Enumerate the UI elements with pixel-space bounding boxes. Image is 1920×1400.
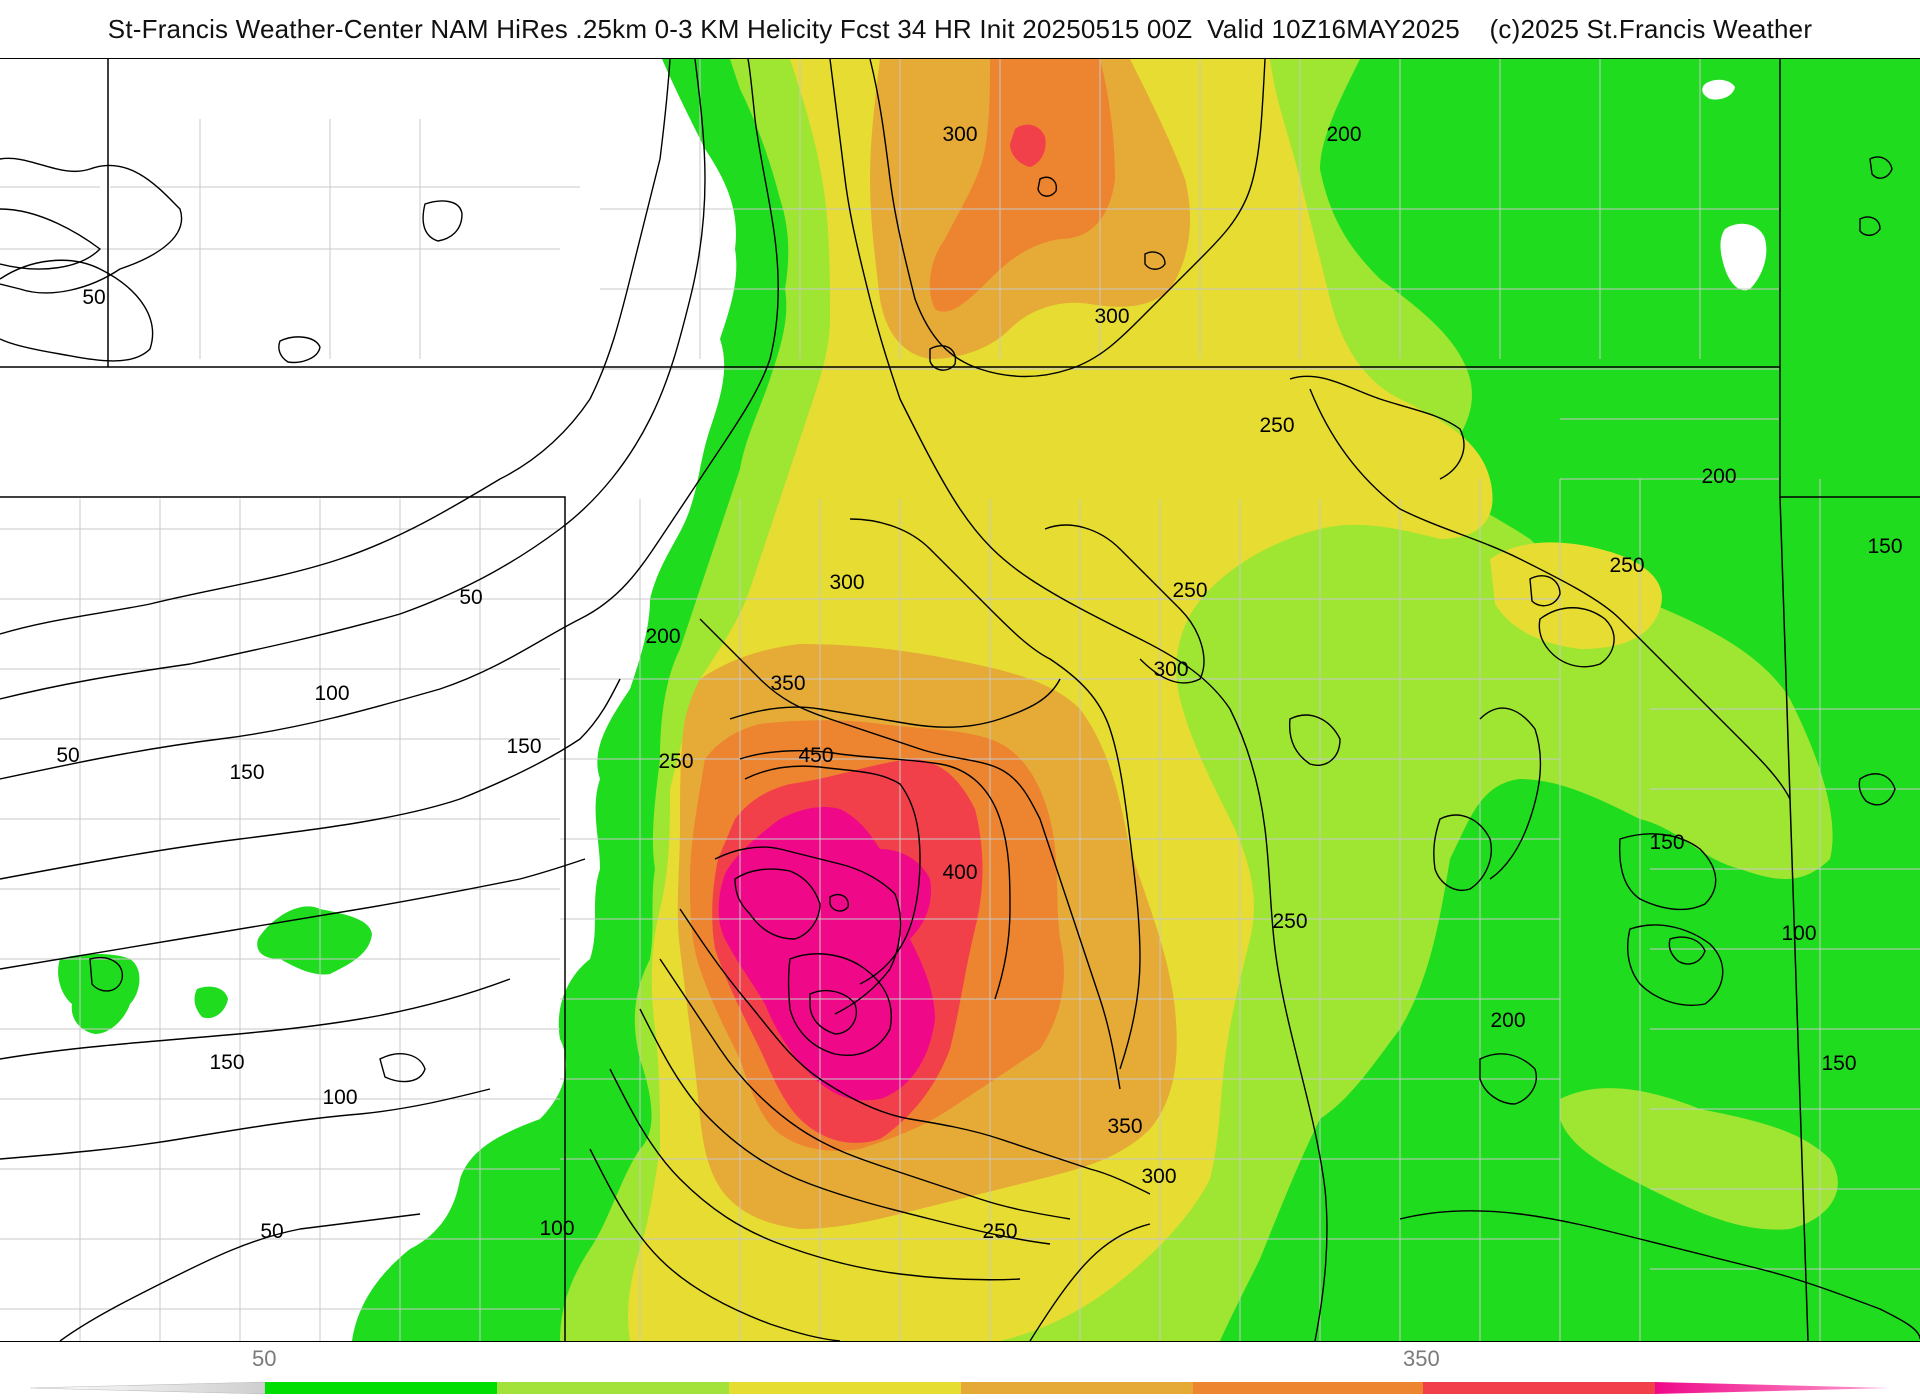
contour-label: 100 <box>1781 922 1816 945</box>
contour-label: 200 <box>1326 123 1361 146</box>
contour-label: 300 <box>1153 658 1188 681</box>
contour-label: 250 <box>1609 554 1644 577</box>
white-patch-ne-2 <box>1702 79 1735 100</box>
helicity-contours <box>0 59 1920 1341</box>
band-green-left-blob-2 <box>257 906 372 975</box>
contour-label: 250 <box>1259 414 1294 437</box>
contour-label: 100 <box>322 1086 357 1109</box>
contour-label: 50 <box>56 744 79 767</box>
colorbar-segment <box>1193 1382 1423 1394</box>
contour-label: 450 <box>798 744 833 767</box>
colorbar: 50 350 <box>0 1340 1920 1400</box>
contour-label: 250 <box>982 1220 1017 1243</box>
contour-label: 50 <box>459 586 482 609</box>
colorbar-left-arrow <box>29 1381 266 1395</box>
contour-label: 100 <box>539 1217 574 1240</box>
county-borders <box>0 59 1920 1341</box>
contour-label: 300 <box>942 123 977 146</box>
contour-label: 350 <box>1107 1115 1142 1138</box>
colorbar-segment <box>265 1382 497 1394</box>
contour-label: 150 <box>209 1051 244 1074</box>
contour-label: 300 <box>829 571 864 594</box>
contour-label: 300 <box>1141 1165 1176 1188</box>
contour-label: 200 <box>1701 465 1736 488</box>
contour-label: 150 <box>1867 535 1902 558</box>
contour-label: 150 <box>1821 1052 1856 1075</box>
map-title: St-Francis Weather-Center NAM HiRes .25k… <box>107 14 1813 44</box>
contour-label: 250 <box>658 750 693 773</box>
colorbar-segment <box>729 1382 961 1394</box>
helicity-fill-layers <box>58 59 1920 1341</box>
band-green-left-blob-1 <box>58 954 140 1034</box>
contour-label: 150 <box>229 761 264 784</box>
contour-label: 150 <box>506 735 541 758</box>
band-yellow-right-patch <box>1490 542 1662 649</box>
contour-label: 200 <box>645 625 680 648</box>
contour-label: 300 <box>1094 305 1129 328</box>
contour-labels: 300 200 300 50 250 200 150 250 300 250 5… <box>56 123 1902 1243</box>
colorbar-tick-label: 50 <box>252 1346 277 1371</box>
band-orange-350-400-north <box>929 59 1115 312</box>
colorbar-right-arrow <box>1655 1382 1890 1394</box>
colorbar-segment <box>497 1382 729 1394</box>
contour-label: 400 <box>942 861 977 884</box>
contour-label: 250 <box>1272 910 1307 933</box>
contour-label: 350 <box>770 672 805 695</box>
colorbar-segment <box>1423 1382 1655 1394</box>
contour-label: 50 <box>260 1220 283 1243</box>
contour-label: 250 <box>1172 579 1207 602</box>
band-red-north-core <box>1010 124 1046 167</box>
colorbar-segment <box>961 1382 1193 1394</box>
band-lime-right-patch <box>1560 1088 1838 1230</box>
colorbar-tick-label: 350 <box>1403 1346 1440 1371</box>
white-patch-ne <box>1720 223 1767 291</box>
contour-label: 200 <box>1490 1009 1525 1032</box>
contour-label: 100 <box>314 682 349 705</box>
band-green-left-blob-3 <box>194 986 228 1019</box>
contour-label: 150 <box>1649 831 1684 854</box>
helicity-map: 300 200 300 50 250 200 150 250 300 250 5… <box>0 58 1920 1342</box>
contour-label: 50 <box>82 286 105 309</box>
colorbar-strip <box>29 1381 1890 1395</box>
